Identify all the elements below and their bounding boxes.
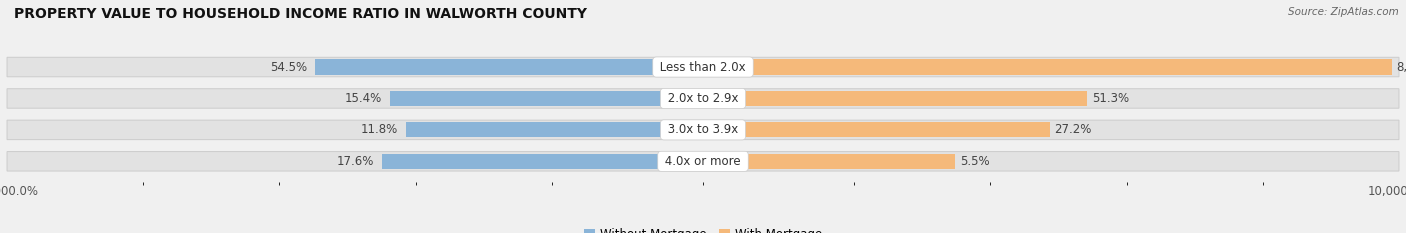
Text: 5.5%: 5.5% [960, 155, 990, 168]
Text: 2.0x to 2.9x: 2.0x to 2.9x [664, 92, 742, 105]
Bar [703, 91, 1087, 106]
Text: 11.8%: 11.8% [360, 123, 398, 136]
Text: 51.3%: 51.3% [1091, 92, 1129, 105]
Text: PROPERTY VALUE TO HOUSEHOLD INCOME RATIO IN WALWORTH COUNTY: PROPERTY VALUE TO HOUSEHOLD INCOME RATIO… [14, 7, 588, 21]
Bar [315, 59, 703, 75]
Bar [389, 91, 703, 106]
Bar [703, 122, 1050, 137]
Bar [703, 154, 955, 169]
Text: 8,816.0%: 8,816.0% [1396, 61, 1406, 74]
Bar [406, 122, 703, 137]
FancyBboxPatch shape [7, 89, 1399, 108]
FancyBboxPatch shape [7, 152, 1399, 171]
FancyBboxPatch shape [7, 120, 1399, 140]
Text: 4.0x or more: 4.0x or more [661, 155, 745, 168]
FancyBboxPatch shape [7, 57, 1399, 77]
Text: Source: ZipAtlas.com: Source: ZipAtlas.com [1288, 7, 1399, 17]
Text: 54.5%: 54.5% [270, 61, 307, 74]
Text: 17.6%: 17.6% [336, 155, 374, 168]
Text: 15.4%: 15.4% [344, 92, 382, 105]
Bar [382, 154, 703, 169]
Text: Less than 2.0x: Less than 2.0x [657, 61, 749, 74]
Legend: Without Mortgage, With Mortgage: Without Mortgage, With Mortgage [579, 224, 827, 233]
Text: 3.0x to 3.9x: 3.0x to 3.9x [664, 123, 742, 136]
Text: 27.2%: 27.2% [1054, 123, 1091, 136]
Bar [703, 59, 1392, 75]
